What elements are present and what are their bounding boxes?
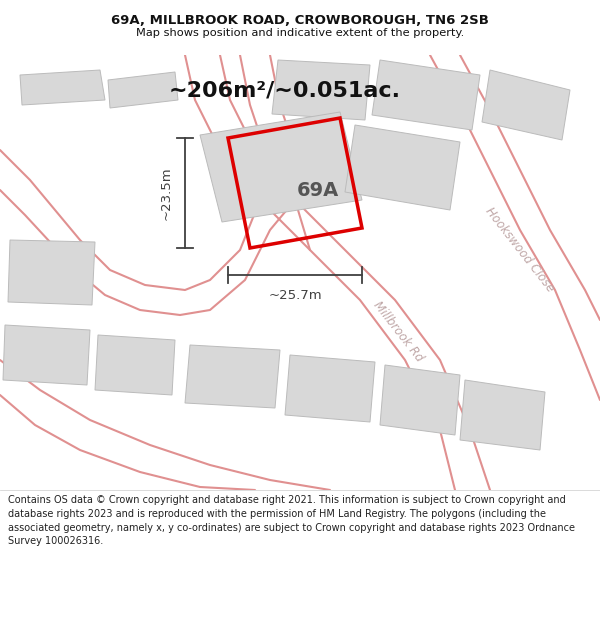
Text: Millbrook Rd: Millbrook Rd — [370, 299, 425, 365]
Polygon shape — [108, 72, 178, 108]
Text: Contains OS data © Crown copyright and database right 2021. This information is : Contains OS data © Crown copyright and d… — [8, 496, 575, 546]
Polygon shape — [460, 380, 545, 450]
Polygon shape — [3, 325, 90, 385]
Polygon shape — [345, 125, 460, 210]
Polygon shape — [482, 70, 570, 140]
Text: ~23.5m: ~23.5m — [160, 166, 173, 220]
Polygon shape — [20, 70, 105, 105]
Polygon shape — [380, 365, 460, 435]
Text: 69A: 69A — [297, 181, 339, 199]
Text: Map shows position and indicative extent of the property.: Map shows position and indicative extent… — [136, 29, 464, 39]
Polygon shape — [8, 240, 95, 305]
Polygon shape — [185, 345, 280, 408]
Polygon shape — [200, 112, 362, 222]
Polygon shape — [272, 60, 370, 120]
Text: ~25.7m: ~25.7m — [268, 289, 322, 302]
Text: ~206m²/~0.051ac.: ~206m²/~0.051ac. — [169, 80, 401, 100]
Polygon shape — [95, 335, 175, 395]
Text: 69A, MILLBROOK ROAD, CROWBOROUGH, TN6 2SB: 69A, MILLBROOK ROAD, CROWBOROUGH, TN6 2S… — [111, 14, 489, 27]
Text: Hookswood Close: Hookswood Close — [483, 205, 557, 295]
Polygon shape — [285, 355, 375, 422]
Polygon shape — [372, 60, 480, 130]
